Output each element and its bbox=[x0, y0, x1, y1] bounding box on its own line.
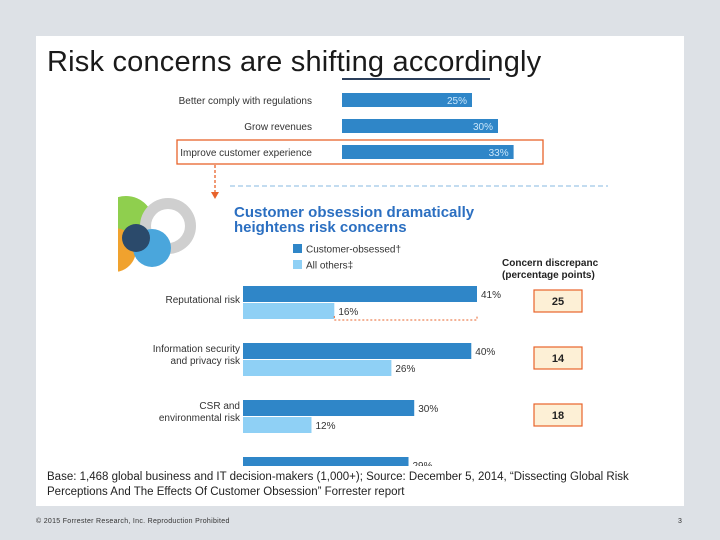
discrepancy-box bbox=[533, 403, 583, 427]
all-others-bar bbox=[243, 417, 312, 433]
discrepancy-bracket bbox=[333, 316, 478, 321]
bottom-chart-title-line: heightens risk concerns bbox=[234, 219, 407, 236]
customer-obsessed-bar bbox=[243, 457, 409, 466]
all-others-bar bbox=[243, 303, 335, 319]
discrepancy-value: 25 bbox=[552, 296, 564, 308]
customer-obsessed-bar bbox=[243, 400, 415, 416]
discrepancy-value: 14 bbox=[552, 353, 565, 365]
top-category-label: Better comply with regulations bbox=[179, 96, 312, 107]
discrepancy-header: Concern discrepanc bbox=[502, 258, 599, 269]
legend-label: Customer-obsessed† bbox=[306, 245, 401, 256]
discrepancy-value: 18 bbox=[552, 410, 564, 422]
chart-figure: Better comply with regulations 25% Grow re… bbox=[118, 88, 608, 466]
bar-value-label: 40% bbox=[475, 347, 495, 358]
copyright-footer: © 2015 Forrester Research, Inc. Reproduc… bbox=[36, 518, 230, 525]
top-bar-value-label: 25% bbox=[447, 96, 467, 107]
page-number: 3 bbox=[678, 518, 682, 525]
top-bar bbox=[342, 145, 514, 159]
bottom-chart-title-line: Customer obsession dramatically bbox=[234, 204, 475, 221]
bar-value-label: 30% bbox=[418, 404, 438, 415]
bar-value-label: 29% bbox=[413, 461, 433, 466]
bar-value-label: 26% bbox=[395, 364, 415, 375]
customer-obsessed-bar bbox=[243, 343, 472, 359]
chart-svg: Better comply with regulations 25% Grow re… bbox=[118, 93, 608, 466]
title-underline bbox=[342, 78, 490, 80]
top-category-label: Grow revenues bbox=[244, 122, 312, 133]
bottom-category-label: CSR and bbox=[199, 401, 240, 412]
bar-value-label: 41% bbox=[481, 290, 501, 301]
customer-obsessed-bar bbox=[243, 286, 477, 302]
legend-swatch bbox=[293, 244, 302, 253]
bottom-category-label: Reputational risk bbox=[166, 295, 241, 306]
customer-obsession-logo-icon bbox=[118, 196, 196, 272]
bar-value-label: 12% bbox=[315, 421, 335, 432]
slide-title: Risk concerns are shifting accordingly bbox=[47, 46, 542, 78]
bar-value-label: 16% bbox=[338, 307, 358, 318]
slide-background bbox=[36, 36, 684, 506]
connector-arrow bbox=[211, 165, 608, 199]
bottom-category-label: and privacy risk bbox=[171, 356, 241, 367]
highlight-box bbox=[176, 139, 544, 165]
legend-label: All others‡ bbox=[306, 261, 353, 272]
discrepancy-box bbox=[533, 346, 583, 370]
discrepancy-box bbox=[533, 289, 583, 313]
top-bar bbox=[342, 93, 472, 107]
top-bar bbox=[342, 119, 498, 133]
bottom-category-label: Information security bbox=[153, 344, 240, 355]
top-category-label: Improve customer experience bbox=[180, 148, 312, 159]
base-source-note: Base: 1,468 global business and IT decis… bbox=[47, 471, 629, 498]
top-bar-value-label: 33% bbox=[489, 148, 509, 159]
legend-swatch bbox=[293, 260, 302, 269]
discrepancy-header: (percentage points) bbox=[502, 270, 595, 281]
all-others-bar bbox=[243, 360, 392, 376]
top-bar-value-label: 30% bbox=[473, 122, 493, 133]
bottom-category-label: environmental risk bbox=[159, 413, 241, 424]
